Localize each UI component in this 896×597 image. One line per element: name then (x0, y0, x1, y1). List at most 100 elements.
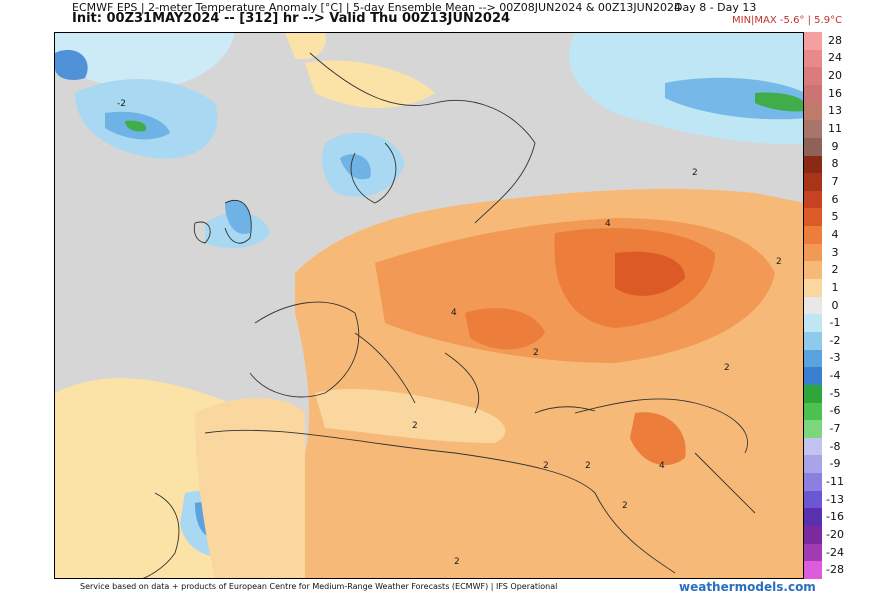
legend-swatch (804, 173, 822, 192)
legend-label: 16 (828, 86, 842, 100)
contour-label: 2 (412, 421, 418, 431)
legend-swatch (804, 67, 822, 86)
contour-label: 2 (622, 501, 628, 511)
legend-swatch (804, 102, 822, 121)
cool-greenland (55, 33, 235, 89)
init-valid-line: Init: 00Z31MAY2024 -- [312] hr --> Valid… (72, 11, 511, 26)
legend-swatch (804, 279, 822, 298)
legend-swatch (804, 384, 822, 404)
legend-swatch (804, 261, 822, 280)
weak-warm-north-sea (305, 60, 435, 108)
legend-swatch (804, 120, 822, 139)
legend-label: 1 (831, 280, 839, 294)
legend-swatch (804, 190, 822, 209)
legend-label: 28 (828, 33, 842, 47)
legend-swatch (804, 420, 822, 439)
anomaly-map: -2 2 2 4 4 2 2 2 2 2 2 4 2 (54, 32, 804, 579)
legend-label: -13 (826, 492, 844, 506)
map-canvas: -2 2 2 4 4 2 2 2 2 2 2 4 2 (55, 33, 803, 578)
legend-label: -24 (826, 545, 844, 559)
legend-swatch (804, 84, 822, 104)
cool-norway-core (340, 154, 371, 180)
contour-label: 4 (451, 308, 457, 318)
cold-kara-core (755, 92, 803, 112)
legend-swatch (804, 32, 822, 51)
legend-swatch (804, 349, 822, 368)
legend-swatch (804, 490, 822, 509)
legend-label: -9 (829, 457, 841, 471)
legend-swatch (804, 296, 822, 315)
legend-label: 11 (828, 122, 842, 136)
cool-britain-core (225, 200, 252, 234)
min-max-label: MIN|MAX -5.6° | 5.9°C (732, 15, 843, 26)
legend-label: 5 (831, 210, 839, 224)
contour-label: 2 (454, 557, 460, 567)
contour-label: 2 (692, 168, 698, 178)
legend-label: 6 (831, 192, 839, 206)
legend-swatch (804, 437, 822, 456)
legend-swatch (804, 402, 822, 421)
weak-warm-arctic-patch (285, 33, 326, 60)
legend-swatch (804, 331, 822, 351)
contour-label: 4 (605, 219, 611, 229)
color-legend (804, 32, 822, 580)
legend-label: -20 (826, 527, 844, 541)
contour-label: -2 (117, 99, 126, 109)
legend-label: -7 (829, 422, 841, 436)
cool-kara-sea (665, 77, 803, 120)
legend-label: -11 (826, 474, 844, 488)
legend-swatch (804, 508, 822, 527)
legend-label: 20 (828, 69, 842, 83)
contour-label: 2 (776, 257, 782, 267)
contour-label: 4 (659, 461, 665, 471)
contour-label: 2 (533, 348, 539, 358)
map-title: ECMWF EPS | 2-meter Temperature Anomaly … (72, 1, 681, 14)
site-link[interactable]: weathermodels.com (679, 580, 816, 594)
legend-swatch (804, 208, 822, 227)
legend-label: -16 (826, 510, 844, 524)
contour-labels: -2 2 2 4 4 2 2 2 2 2 2 4 2 (117, 99, 782, 567)
legend-label: 4 (831, 227, 839, 241)
legend-swatch (804, 314, 822, 333)
warm-iraq (630, 412, 686, 466)
legend-swatch (804, 226, 822, 245)
legend-swatch (804, 137, 822, 156)
legend-label: -8 (829, 439, 841, 453)
legend-swatch (804, 526, 822, 545)
warm-north-africa-west (195, 398, 305, 578)
legend-swatch (804, 473, 822, 492)
legend-label: 3 (831, 245, 839, 259)
legend-label: -4 (829, 369, 841, 383)
legend-label: 2 (831, 263, 839, 277)
legend-swatch (804, 543, 822, 562)
legend-label: -1 (829, 316, 841, 330)
legend-swatch (804, 367, 822, 386)
legend-label: 0 (831, 298, 839, 312)
hot-russia-center (615, 251, 685, 296)
legend-swatch (804, 561, 822, 580)
legend-label: -5 (829, 386, 841, 400)
contour-label: 2 (585, 461, 591, 471)
day-range-label: Day 8 - Day 13 (674, 1, 757, 14)
legend-label: -28 (826, 563, 844, 577)
coastlines (142, 52, 756, 578)
legend-label: 9 (831, 139, 839, 153)
legend-swatch (804, 155, 822, 174)
legend-swatch (804, 49, 822, 68)
contour-label: 2 (543, 461, 549, 471)
legend-label: 13 (828, 104, 842, 118)
data-credit: Service based on data + products of Euro… (80, 582, 558, 591)
legend-label: 8 (831, 157, 839, 171)
legend-label: 24 (828, 51, 842, 65)
warm-balkans (465, 308, 545, 350)
legend-label: -2 (829, 333, 841, 347)
legend-label: -3 (829, 351, 841, 365)
legend-swatch (804, 243, 822, 262)
legend-label: 7 (831, 174, 839, 188)
cold-iceland-green (125, 120, 147, 132)
contour-label: 2 (724, 363, 730, 373)
legend-label: -6 (829, 404, 841, 418)
mediterranean-mild (315, 388, 506, 443)
cool-greenland-core (55, 49, 88, 80)
legend-swatch (804, 455, 822, 474)
